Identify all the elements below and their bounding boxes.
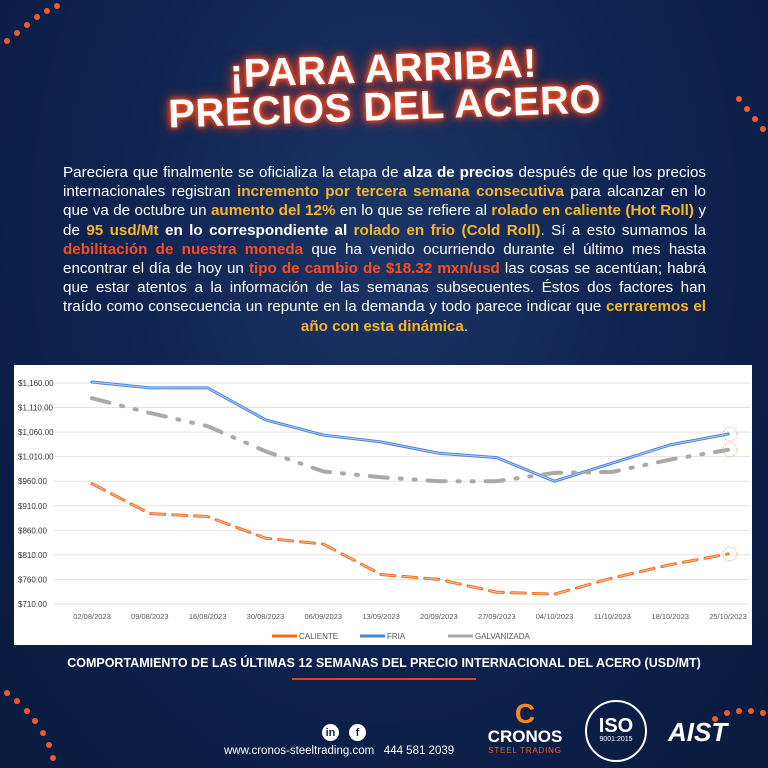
x-tick-label: 09/08/2023 bbox=[131, 612, 169, 621]
linkedin-icon[interactable]: in bbox=[322, 724, 339, 741]
highlighted-text: cerraremos el año con esta dinámica bbox=[300, 298, 706, 335]
phone-number: 444 581 2039 bbox=[383, 745, 455, 757]
iso-certified-seal: ISO 9001:2015 bbox=[585, 700, 647, 762]
cronos-logo: C CRONOS STEEL TRADING bbox=[480, 698, 570, 756]
x-tick-label: 16/08/2023 bbox=[189, 612, 227, 621]
highlighted-text: debilitación de nuestra moneda bbox=[63, 240, 304, 258]
highlighted-text: alza de precios bbox=[403, 164, 514, 181]
y-tick-label: $860.00 bbox=[18, 526, 47, 535]
y-tick-label: $1,110.00 bbox=[18, 404, 54, 413]
text-segment: las cosas se acentúan; habrá que estar a… bbox=[63, 260, 706, 316]
legend-label: FRIA bbox=[387, 632, 406, 641]
x-tick-label: 20/09/2023 bbox=[420, 612, 458, 621]
chart-caption: COMPORTAMIENTO DE LAS ÚLTIMAS 12 SEMANAS… bbox=[67, 656, 701, 670]
x-tick-label: 06/09/2023 bbox=[304, 612, 342, 621]
x-tick-label: 27/09/2023 bbox=[478, 612, 516, 621]
y-tick-label: $910.00 bbox=[18, 502, 47, 511]
x-tick-label: 18/10/2023 bbox=[651, 612, 689, 621]
y-tick-label: $1,010.00 bbox=[18, 453, 54, 462]
body-paragraph: Pareciera que finalmente se oficializa l… bbox=[63, 163, 706, 336]
highlighted-text: rolado en caliente (Hot Roll) bbox=[491, 202, 694, 220]
aist-logo-text: AIST bbox=[668, 717, 728, 747]
iso-standard: 9001:2015 bbox=[599, 736, 633, 743]
facebook-icon[interactable]: f bbox=[349, 724, 366, 741]
legend-label: GALVANIZADA bbox=[475, 632, 530, 641]
last-point-marker bbox=[722, 426, 738, 442]
text-segment: en lo que se refiere al bbox=[335, 202, 492, 220]
last-point-marker bbox=[722, 546, 738, 562]
cronos-logo-name: CRONOS bbox=[487, 727, 563, 746]
y-tick-label: $960.00 bbox=[18, 477, 47, 486]
x-tick-label: 02/08/2023 bbox=[73, 612, 111, 621]
headline: ¡PARA ARRIBA! PRECIOS DEL ACERO bbox=[0, 37, 768, 140]
y-tick-label: $760.00 bbox=[18, 575, 47, 584]
text-segment: que ha venido ocurriendo durante el últi… bbox=[63, 240, 706, 278]
legend-label: CALIENTE bbox=[299, 632, 338, 641]
website-link[interactable]: www.cronos-steeltrading.com bbox=[224, 745, 375, 757]
text-segment: Pareciera que finalmente se oficializa l… bbox=[63, 164, 404, 181]
x-tick-label: 13/09/2023 bbox=[362, 612, 400, 621]
text-segment: después de que los precios internacional… bbox=[63, 164, 706, 201]
y-tick-label: $1,060.00 bbox=[18, 428, 54, 437]
iso-text: ISO bbox=[598, 715, 634, 737]
y-tick-label: $1,160.00 bbox=[18, 379, 54, 388]
text-segment: . Sí a esto sumamos la bbox=[540, 221, 706, 239]
x-tick-label: 11/10/2023 bbox=[594, 612, 631, 621]
highlighted-text: aumento del 12% bbox=[210, 202, 336, 220]
text-segment: y de bbox=[63, 202, 706, 239]
social-links: in f bbox=[322, 724, 366, 741]
highlighted-text: 95 usd/Mt bbox=[86, 221, 159, 239]
series-line-highlight bbox=[91, 381, 729, 482]
aist-logo: AIST bbox=[668, 717, 727, 748]
x-tick-label: 25/10/2023 bbox=[709, 612, 747, 621]
caption-underline bbox=[292, 678, 476, 680]
cronos-logo-icon: C bbox=[514, 698, 536, 729]
x-tick-label: 30/08/2023 bbox=[247, 612, 285, 621]
highlighted-text: tipo de cambio de $18.32 mxn/usd bbox=[248, 260, 500, 278]
text-segment: . bbox=[463, 317, 469, 335]
highlighted-text: incremento por tercera semana consecutiv… bbox=[237, 183, 564, 201]
highlighted-text: rolado en frio (Cold Roll) bbox=[353, 221, 541, 239]
contact-line: www.cronos-steeltrading.com 444 581 2039 bbox=[224, 745, 454, 757]
series-line-caliente bbox=[90, 482, 730, 596]
y-tick-label: $810.00 bbox=[18, 551, 47, 560]
series-line-galvanizada bbox=[90, 396, 730, 484]
y-tick-label: $710.00 bbox=[18, 600, 47, 609]
x-tick-label: 04/10/2023 bbox=[536, 612, 574, 621]
cronos-logo-sub: STEEL TRADING bbox=[488, 746, 562, 755]
highlighted-text: en lo correspondiente al bbox=[158, 221, 354, 239]
chart-svg: $710.00 $760.00 $810.00 $860.00 $910.00 $960.… bbox=[18, 379, 750, 641]
text-segment: para alcanzar en lo que va de octubre un bbox=[63, 183, 706, 220]
series-line-highlight bbox=[91, 483, 729, 595]
line-chart: $710.00 $760.00 $810.00 $860.00 $910.00 $960.… bbox=[14, 365, 752, 645]
